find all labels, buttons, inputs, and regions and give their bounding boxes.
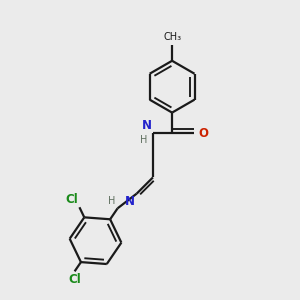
Text: H: H (140, 135, 148, 145)
Text: H: H (108, 196, 115, 206)
Text: O: O (198, 127, 208, 140)
Text: CH₃: CH₃ (163, 32, 181, 42)
Text: N: N (125, 195, 135, 208)
Text: N: N (142, 119, 152, 132)
Text: Cl: Cl (68, 273, 81, 286)
Text: Cl: Cl (65, 193, 78, 206)
